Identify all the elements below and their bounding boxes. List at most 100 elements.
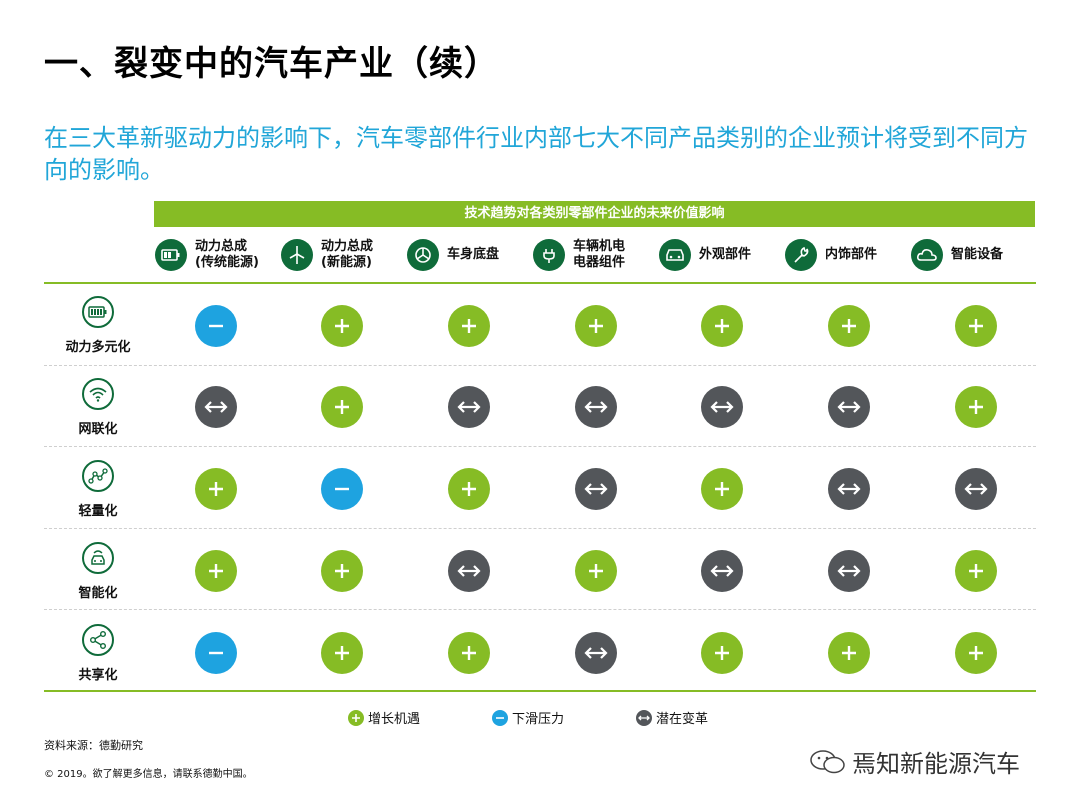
- row-label: 共享化: [78, 668, 118, 683]
- impact-cell-shift: [575, 468, 617, 510]
- plus-icon: [209, 564, 223, 578]
- cloud-icon: [911, 239, 943, 271]
- legend-label: 潜在变革: [656, 712, 709, 727]
- row-label: 网联化: [78, 422, 118, 437]
- impact-cell-plus: [448, 632, 490, 674]
- column-sublabel: (新能源): [321, 255, 372, 270]
- impact-cell-minus: [195, 305, 237, 347]
- trend-line-icon: [82, 460, 114, 492]
- column-header: 智能设备: [911, 236, 1003, 274]
- wifi-icon: [82, 378, 114, 410]
- impact-cell-plus: [955, 386, 997, 428]
- smart-car-icon: [82, 542, 114, 574]
- plus-icon: [335, 646, 349, 660]
- column-sublabel: 电器组件: [573, 255, 626, 270]
- impact-cell-plus: [448, 305, 490, 347]
- row-divider: [44, 609, 1036, 610]
- plus-icon: [462, 482, 476, 496]
- double-arrow-icon: [964, 483, 988, 495]
- impact-cell-plus: [701, 305, 743, 347]
- double-arrow-icon: [710, 565, 734, 577]
- double-arrow-icon: [457, 401, 481, 413]
- plus-icon: [348, 709, 364, 726]
- column-header: 动力总成 (新能源): [281, 236, 373, 274]
- plus-icon: [969, 319, 983, 333]
- double-arrow-icon: [584, 401, 608, 413]
- impact-cell-plus: [575, 550, 617, 592]
- plus-icon: [969, 564, 983, 578]
- double-arrow-icon: [584, 647, 608, 659]
- plus-icon: [335, 319, 349, 333]
- chassis-icon: [407, 239, 439, 271]
- watermark-text: 焉知新能源汽车: [852, 750, 1020, 778]
- impact-cell-shift: [828, 550, 870, 592]
- legend-item-plus: 增长机遇: [348, 708, 420, 727]
- column-label: 车身底盘: [447, 247, 500, 262]
- row-header: 网联化: [50, 378, 146, 437]
- double-arrow-icon: [710, 401, 734, 413]
- wind-turbine-icon: [281, 239, 313, 271]
- column-label: 内饰部件: [825, 247, 878, 262]
- plus-icon: [715, 482, 729, 496]
- row-label: 轻量化: [78, 504, 118, 519]
- legend-item-shift: 潜在变革: [636, 708, 708, 727]
- impact-cell-plus: [195, 550, 237, 592]
- column-label: 动力总成: [195, 239, 248, 254]
- header-divider: [44, 282, 1036, 284]
- row-header: 动力多元化: [50, 296, 146, 355]
- row-divider: [44, 365, 1036, 366]
- impact-cell-shift: [701, 386, 743, 428]
- impact-cell-shift: [195, 386, 237, 428]
- plus-icon: [335, 400, 349, 414]
- impact-cell-shift: [575, 386, 617, 428]
- minus-icon: [209, 651, 223, 655]
- impact-cell-plus: [195, 468, 237, 510]
- impact-cell-plus: [321, 550, 363, 592]
- share-icon: [82, 624, 114, 656]
- impact-cell-plus: [321, 305, 363, 347]
- column-header: 内饰部件: [785, 236, 877, 274]
- legend-item-minus: 下滑压力: [492, 708, 564, 727]
- plus-icon: [589, 564, 603, 578]
- impact-cell-plus: [321, 386, 363, 428]
- impact-cell-shift: [448, 550, 490, 592]
- impact-cell-shift: [828, 468, 870, 510]
- plus-icon: [842, 646, 856, 660]
- row-header: 轻量化: [50, 460, 146, 519]
- impact-cell-shift: [448, 386, 490, 428]
- minus-icon: [335, 487, 349, 491]
- double-arrow-icon: [837, 565, 861, 577]
- wrench-icon: [785, 239, 817, 271]
- column-label: 外观部件: [699, 247, 752, 262]
- column-sublabel: (传统能源): [195, 255, 259, 270]
- impact-cell-plus: [955, 632, 997, 674]
- impact-cell-shift: [575, 632, 617, 674]
- impact-cell-plus: [448, 468, 490, 510]
- plus-icon: [589, 319, 603, 333]
- minus-icon: [209, 324, 223, 328]
- page-title: 一、裂变中的汽车产业（续）: [44, 44, 499, 84]
- double-arrow-icon: [837, 483, 861, 495]
- legend-label: 下滑压力: [512, 712, 565, 727]
- plus-icon: [715, 646, 729, 660]
- column-label: 车辆机电: [573, 239, 626, 254]
- double-arrow-icon: [636, 709, 652, 726]
- car-front-icon: [659, 239, 691, 271]
- plus-icon: [969, 400, 983, 414]
- plus-icon: [462, 319, 476, 333]
- double-arrow-icon: [457, 565, 481, 577]
- row-header: 智能化: [50, 542, 146, 601]
- plus-icon: [969, 646, 983, 660]
- column-label: 智能设备: [951, 247, 1004, 262]
- column-label: 动力总成: [321, 239, 374, 254]
- legend-label: 增长机遇: [368, 712, 421, 727]
- double-arrow-icon: [837, 401, 861, 413]
- impact-cell-plus: [828, 632, 870, 674]
- impact-cell-minus: [321, 468, 363, 510]
- impact-cell-plus: [955, 305, 997, 347]
- impact-cell-shift: [828, 386, 870, 428]
- impact-cell-plus: [701, 632, 743, 674]
- watermark: 焉知新能源汽车: [808, 744, 1020, 779]
- plus-icon: [209, 482, 223, 496]
- column-header: 外观部件: [659, 236, 751, 274]
